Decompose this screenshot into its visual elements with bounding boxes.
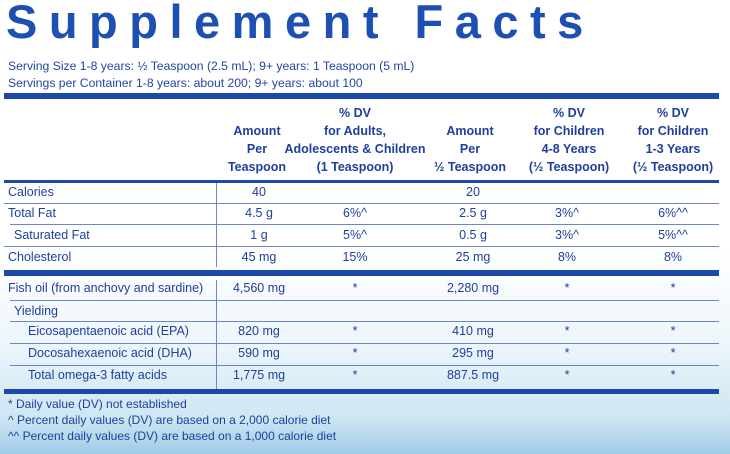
header-dv-children-1-3: % DV for Children 1-3 Years (½ Teaspoon) — [632, 106, 714, 174]
row-label: Yielding — [14, 304, 59, 318]
panel-title: Supplement Facts — [6, 0, 595, 48]
table-row: Calories 40 20 — [8, 185, 480, 199]
thick-rule-header — [4, 180, 719, 183]
table-row: Fish oil (from anchovy and sardine) 4,56… — [8, 281, 676, 295]
header-dv-adults: % DV for Adults, Adolescents & Children … — [284, 106, 426, 174]
footnote-1000-calorie: ^^ Percent daily values (DV) are based o… — [8, 429, 337, 443]
row-rule — [10, 365, 719, 366]
row-label: Calories — [8, 185, 54, 199]
row-label: Saturated Fat — [14, 228, 90, 242]
header-amount-per-half-teaspoon: Amount Per ½ Teaspoon — [433, 124, 506, 174]
row-label: Eicosapentaenoic acid (EPA) — [28, 324, 189, 338]
thick-rule-top — [4, 93, 719, 99]
row-rule — [10, 321, 719, 322]
row-label: Cholesterol — [8, 250, 72, 264]
row-rule — [10, 343, 719, 344]
table-row: Eicosapentaenoic acid (EPA) 820 mg * 410… — [28, 324, 676, 338]
row-label: Total omega-3 fatty acids — [28, 368, 167, 382]
footnote-2000-calorie: ^ Percent daily values (DV) are based on… — [8, 413, 331, 427]
table-row: Yielding — [4, 302, 719, 322]
row-rule — [4, 246, 719, 247]
table-row: Cholesterol 45 mg 15% 25 mg 8% 8% — [8, 250, 683, 264]
table-row: Saturated Fat 1 g 5%^ 0.5 g 3%^ 5%^^ — [14, 228, 688, 242]
row-label: Fish oil (from anchovy and sardine) — [8, 281, 204, 295]
thick-rule-bottom — [4, 389, 719, 394]
col-divider — [216, 183, 217, 267]
thick-rule-middle — [4, 270, 719, 276]
header-dv-children-4-8: % DV for Children 4-8 Years (½ Teaspoon) — [528, 106, 610, 174]
row-rule — [4, 203, 719, 204]
table-row: Total omega-3 fatty acids 1,775 mg * 887… — [28, 368, 676, 382]
row-label: Docosahexaenoic acid (DHA) — [28, 346, 192, 360]
col-divider — [216, 280, 217, 394]
row-rule — [10, 300, 719, 301]
header-amount-per-teaspoon: Amount Per Teaspoon — [227, 124, 287, 174]
row-label: Total Fat — [8, 206, 56, 220]
row-rule — [10, 224, 719, 225]
footnote-dv-not-established: * Daily value (DV) not established — [8, 397, 187, 411]
table-row: Total Fat 4.5 g 6%^ 2.5 g 3%^ 6%^^ — [8, 206, 688, 220]
servings-per-container: Servings per Container 1-8 years: about … — [8, 76, 363, 90]
serving-size: Serving Size 1-8 years: ½ Teaspoon (2.5 … — [8, 59, 415, 73]
table-row: Docosahexaenoic acid (DHA) 590 mg * 295 … — [28, 346, 676, 360]
